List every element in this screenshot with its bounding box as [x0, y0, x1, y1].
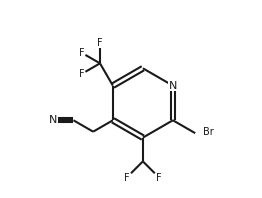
Text: F: F	[79, 48, 85, 58]
Text: F: F	[79, 69, 85, 79]
Text: Br: Br	[203, 127, 214, 137]
Text: F: F	[97, 38, 103, 48]
Text: N: N	[49, 115, 57, 125]
Text: F: F	[124, 173, 129, 183]
Text: F: F	[156, 173, 162, 183]
Text: N: N	[169, 81, 177, 91]
